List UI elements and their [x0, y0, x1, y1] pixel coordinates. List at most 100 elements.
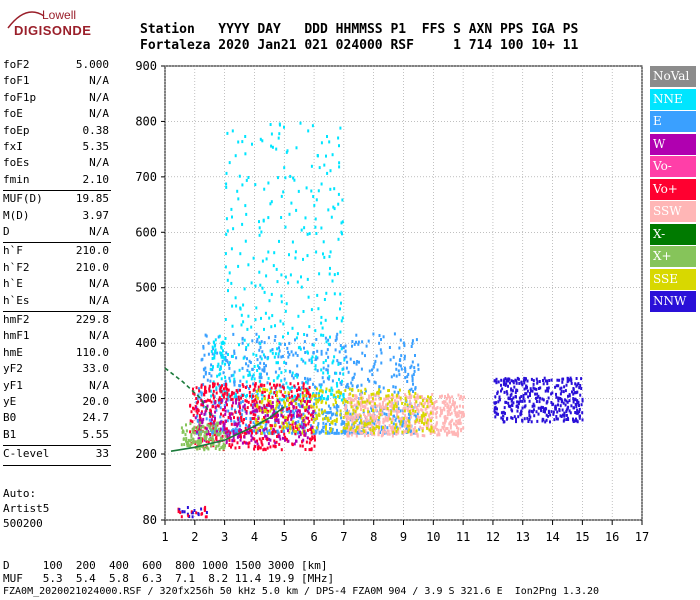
auto-label: Auto:	[3, 487, 37, 500]
echo-point	[370, 404, 373, 408]
echo-point	[349, 392, 352, 396]
echo-point	[205, 511, 208, 514]
echo-point	[382, 335, 385, 339]
echo-point	[251, 142, 253, 146]
echo-point	[322, 417, 324, 421]
echo-point	[516, 400, 519, 404]
echo-point	[389, 404, 392, 408]
echo-point	[226, 360, 229, 364]
echo-point	[390, 375, 393, 379]
echo-point	[292, 405, 295, 409]
echo-point	[328, 140, 331, 144]
echo-point	[315, 355, 318, 359]
echo-point	[512, 381, 515, 385]
echo-point	[423, 397, 426, 401]
echo-point	[578, 410, 581, 414]
echo-point	[251, 406, 254, 410]
echo-point	[210, 389, 212, 393]
echo-point	[395, 429, 398, 433]
echo-point	[309, 393, 312, 397]
echo-point	[400, 417, 403, 421]
echo-point	[570, 404, 573, 408]
echo-point	[336, 384, 339, 388]
echo-point	[523, 405, 526, 409]
echo-point	[244, 426, 247, 430]
echo-point	[208, 424, 211, 428]
echo-point	[514, 395, 517, 398]
echo-point	[202, 403, 204, 407]
echo-point	[221, 359, 224, 363]
echo-point	[281, 421, 284, 425]
echo-point	[529, 415, 532, 419]
echo-point	[219, 431, 222, 435]
echo-point	[335, 316, 338, 320]
echo-point	[284, 390, 287, 394]
echo-point	[507, 397, 510, 401]
echo-point	[182, 437, 185, 441]
echo-point	[197, 393, 200, 397]
echo-point	[215, 436, 218, 440]
echo-point	[355, 333, 358, 337]
echo-point	[362, 408, 365, 412]
echo-point	[340, 221, 343, 225]
echo-point	[269, 202, 272, 206]
echo-point	[414, 354, 416, 357]
echo-point	[340, 398, 343, 402]
echo-point	[232, 428, 235, 432]
echo-point	[276, 429, 279, 433]
echo-point	[223, 341, 226, 345]
echo-point	[198, 442, 201, 445]
echo-point	[373, 362, 376, 366]
echo-point	[435, 400, 438, 403]
echo-point	[211, 434, 214, 438]
echo-point	[330, 215, 333, 219]
echo-point	[204, 430, 206, 434]
echo-point	[373, 422, 376, 426]
echo-point	[329, 169, 332, 173]
echo-point	[336, 359, 339, 363]
echo-point	[234, 422, 237, 426]
echo-point	[420, 402, 423, 406]
echo-point	[554, 385, 557, 389]
echo-point	[254, 425, 257, 429]
echo-point	[255, 408, 258, 412]
echo-point	[250, 281, 253, 285]
echo-point	[321, 376, 324, 380]
echo-point	[189, 419, 192, 423]
echo-point	[272, 412, 275, 416]
echo-point	[224, 375, 227, 379]
echo-point	[245, 410, 248, 413]
echo-point	[312, 382, 314, 386]
echo-point	[321, 428, 323, 432]
echo-point	[501, 387, 504, 391]
plot-area	[164, 65, 643, 521]
echo-point	[301, 404, 304, 408]
echo-point	[283, 166, 286, 170]
echo-point	[361, 400, 364, 404]
echo-point	[550, 410, 553, 414]
echo-point	[301, 444, 304, 448]
echo-point	[418, 421, 421, 424]
echo-point	[400, 354, 403, 358]
echo-point	[264, 414, 267, 418]
echo-point	[339, 126, 342, 130]
echo-point	[360, 421, 363, 425]
echo-point	[294, 250, 297, 254]
echo-point	[225, 185, 228, 189]
echo-point	[543, 407, 545, 411]
echo-point	[436, 406, 439, 409]
echo-point	[360, 389, 363, 393]
echo-point	[392, 428, 395, 432]
echo-point	[271, 348, 274, 352]
param-key: foF1	[3, 74, 30, 88]
echo-point	[580, 377, 583, 381]
echo-point	[185, 437, 188, 440]
profile-dashed-line	[164, 367, 214, 419]
echo-point	[199, 421, 202, 425]
echo-point	[437, 431, 440, 435]
echo-point	[328, 272, 331, 276]
echo-point	[355, 408, 358, 412]
echo-point	[325, 415, 327, 419]
echo-point	[403, 354, 406, 358]
echo-point	[565, 383, 568, 387]
